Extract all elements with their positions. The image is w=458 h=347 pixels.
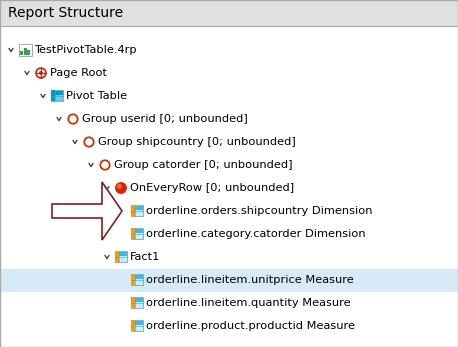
Bar bbox=[0, 269, 458, 291]
Text: Fact1: Fact1 bbox=[130, 252, 160, 262]
Circle shape bbox=[36, 68, 46, 78]
Bar bbox=[27, 50, 30, 55]
Circle shape bbox=[116, 183, 126, 193]
Text: TestPivotTable.4rp: TestPivotTable.4rp bbox=[34, 45, 136, 55]
Bar bbox=[131, 320, 143, 331]
Bar bbox=[131, 228, 143, 239]
Bar bbox=[131, 320, 135, 331]
Bar bbox=[51, 90, 55, 101]
Text: Group catorder [0; unbounded]: Group catorder [0; unbounded] bbox=[114, 160, 293, 170]
Circle shape bbox=[84, 137, 94, 147]
FancyBboxPatch shape bbox=[0, 0, 458, 26]
Circle shape bbox=[68, 114, 78, 124]
Text: Group userid [0; unbounded]: Group userid [0; unbounded] bbox=[82, 114, 248, 124]
Bar bbox=[131, 321, 143, 325]
Bar bbox=[51, 91, 63, 95]
Circle shape bbox=[100, 160, 109, 170]
Text: Report Structure: Report Structure bbox=[8, 6, 123, 20]
Text: Pivot Table: Pivot Table bbox=[66, 91, 127, 101]
Bar bbox=[131, 297, 143, 308]
Bar bbox=[19, 44, 32, 56]
Text: OnEveryRow [0; unbounded]: OnEveryRow [0; unbounded] bbox=[130, 183, 294, 193]
Text: orderline.lineitem.quantity Measure: orderline.lineitem.quantity Measure bbox=[146, 298, 351, 308]
Text: orderline.product.productid Measure: orderline.product.productid Measure bbox=[146, 321, 355, 331]
Bar bbox=[115, 251, 127, 262]
Bar bbox=[23, 48, 27, 55]
Bar bbox=[51, 90, 63, 101]
Bar bbox=[115, 252, 127, 256]
Text: orderline.lineitem.unitprice Measure: orderline.lineitem.unitprice Measure bbox=[146, 275, 354, 285]
Bar bbox=[131, 205, 143, 216]
Bar bbox=[131, 274, 135, 285]
Bar bbox=[131, 229, 143, 233]
Circle shape bbox=[40, 72, 42, 74]
Bar bbox=[131, 274, 143, 285]
Bar bbox=[131, 298, 143, 302]
Bar bbox=[131, 275, 143, 279]
Bar bbox=[131, 206, 143, 210]
Bar bbox=[131, 297, 135, 308]
Bar bbox=[131, 228, 135, 239]
Text: Group shipcountry [0; unbounded]: Group shipcountry [0; unbounded] bbox=[98, 137, 296, 147]
Bar bbox=[20, 51, 23, 55]
Bar bbox=[115, 251, 119, 262]
Bar bbox=[131, 205, 135, 216]
Text: Page Root: Page Root bbox=[50, 68, 107, 78]
Circle shape bbox=[118, 185, 121, 188]
Polygon shape bbox=[52, 182, 122, 240]
Text: orderline.orders.shipcountry Dimension: orderline.orders.shipcountry Dimension bbox=[146, 206, 372, 216]
Text: orderline.category.catorder Dimension: orderline.category.catorder Dimension bbox=[146, 229, 365, 239]
